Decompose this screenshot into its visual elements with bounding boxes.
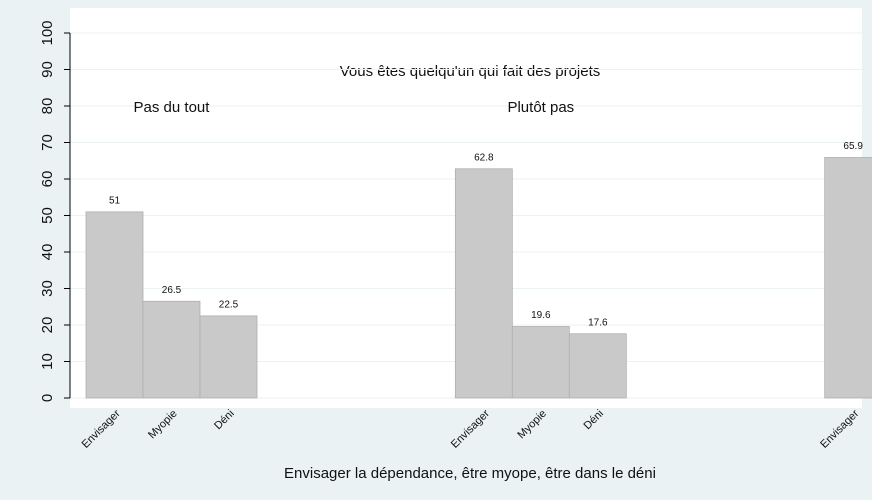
y-tick-label: 70 xyxy=(39,134,56,151)
bar xyxy=(142,300,201,399)
value-label: 26.5 xyxy=(162,285,182,296)
y-tick-label: 80 xyxy=(39,98,56,115)
y-tick-label: 30 xyxy=(39,280,56,297)
bar xyxy=(511,326,570,399)
value-label: 51 xyxy=(109,195,121,206)
y-tick-label: 20 xyxy=(39,317,56,334)
value-label: 17.6 xyxy=(588,317,608,328)
value-label: 19.6 xyxy=(531,310,551,321)
y-tick-label: 10 xyxy=(39,353,56,370)
bar xyxy=(454,168,513,399)
chart-title: Vous êtes quelqu'un qui fait des projets xyxy=(340,63,601,80)
bar xyxy=(824,157,872,399)
y-tick-label: 60 xyxy=(39,171,56,188)
value-label: 65.9 xyxy=(843,141,863,152)
y-tick-label: 40 xyxy=(39,244,56,261)
bar xyxy=(85,211,144,399)
group-label: Plutôt pas xyxy=(507,99,574,116)
y-tick-label: 50 xyxy=(39,207,56,224)
value-label: 22.5 xyxy=(219,300,239,311)
group-label: Pas du tout xyxy=(134,99,211,116)
y-tick-label: 0 xyxy=(39,394,56,402)
x-axis-title: Envisager la dépendance, être myope, êtr… xyxy=(284,465,656,482)
bar xyxy=(199,315,258,399)
value-label: 62.8 xyxy=(474,152,494,163)
bar xyxy=(568,333,627,399)
y-tick-label: 100 xyxy=(39,20,56,45)
y-tick-label: 90 xyxy=(39,61,56,78)
